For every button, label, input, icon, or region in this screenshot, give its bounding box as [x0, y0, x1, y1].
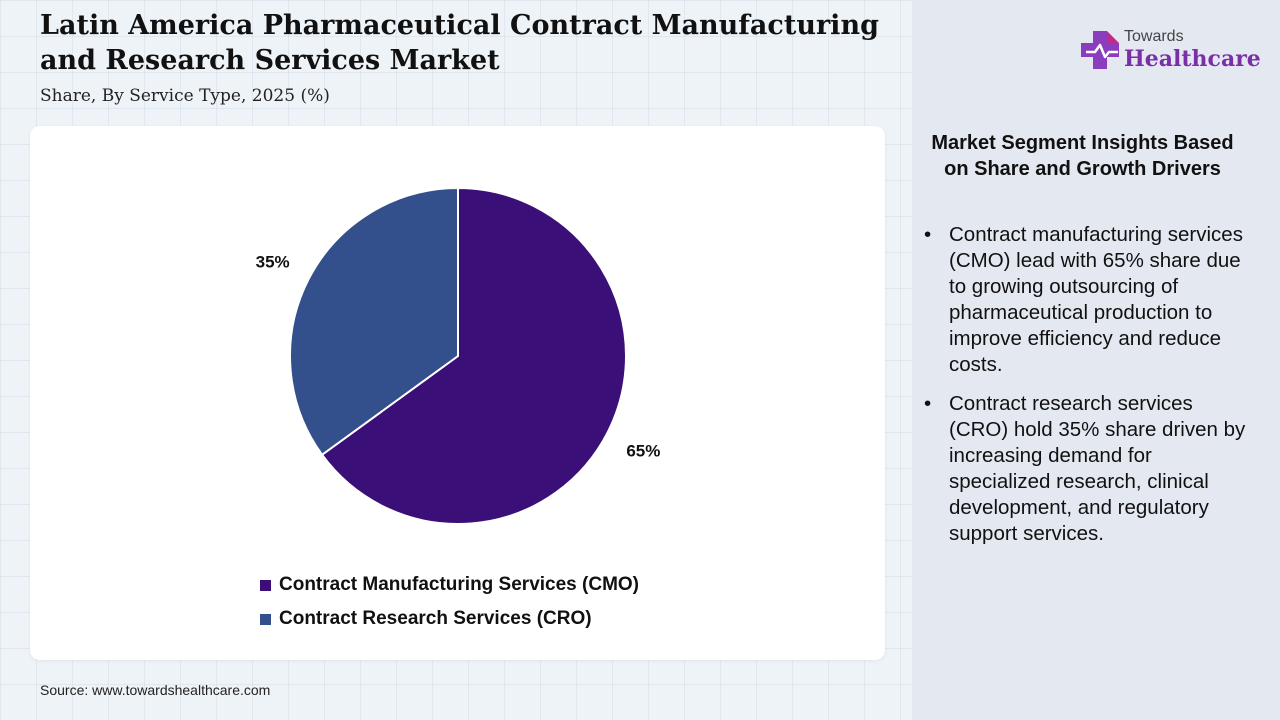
- chart-subtitle: Share, By Service Type, 2025 (%): [40, 86, 330, 106]
- source-note: Source: www.towardshealthcare.com: [40, 682, 271, 698]
- pie-label-cmo: 65%: [626, 441, 660, 460]
- pie-chart: 65% 35%: [256, 186, 660, 525]
- logo-text-towards: Towards: [1124, 28, 1184, 45]
- insight-bullet: Contract research services (CRO) hold 35…: [922, 391, 1247, 547]
- legend-label-cmo: Contract Manufacturing Services (CMO): [279, 574, 639, 595]
- insights-list: Contract manufacturing services (CMO) le…: [922, 222, 1247, 560]
- logo-text-healthcare: Healthcare: [1124, 46, 1261, 72]
- legend-item-cro: Contract Research Services (CRO): [260, 602, 639, 636]
- pie-label-cro: 35%: [256, 253, 290, 272]
- pie-slice-cmo: [320, 186, 627, 525]
- insights-title: Market Segment Insights Based on Share a…: [931, 132, 1234, 180]
- brand-logo: Towards Healthcare: [1078, 26, 1261, 76]
- legend-item-cmo: Contract Manufacturing Services (CMO): [260, 568, 639, 602]
- pie-slice-cro: [289, 186, 459, 457]
- chart-legend: Contract Manufacturing Services (CMO) Co…: [260, 568, 639, 636]
- legend-swatch-cmo: [260, 579, 271, 591]
- insight-bullet: Contract manufacturing services (CMO) le…: [922, 222, 1247, 378]
- legend-swatch-cro: [260, 613, 271, 625]
- legend-label-cro: Contract Research Services (CRO): [279, 608, 592, 629]
- medical-cross-icon: [1081, 31, 1119, 69]
- chart-title: Latin America Pharmaceutical Contract Ma…: [40, 10, 879, 76]
- chart-card: 65% 35%: [30, 126, 885, 660]
